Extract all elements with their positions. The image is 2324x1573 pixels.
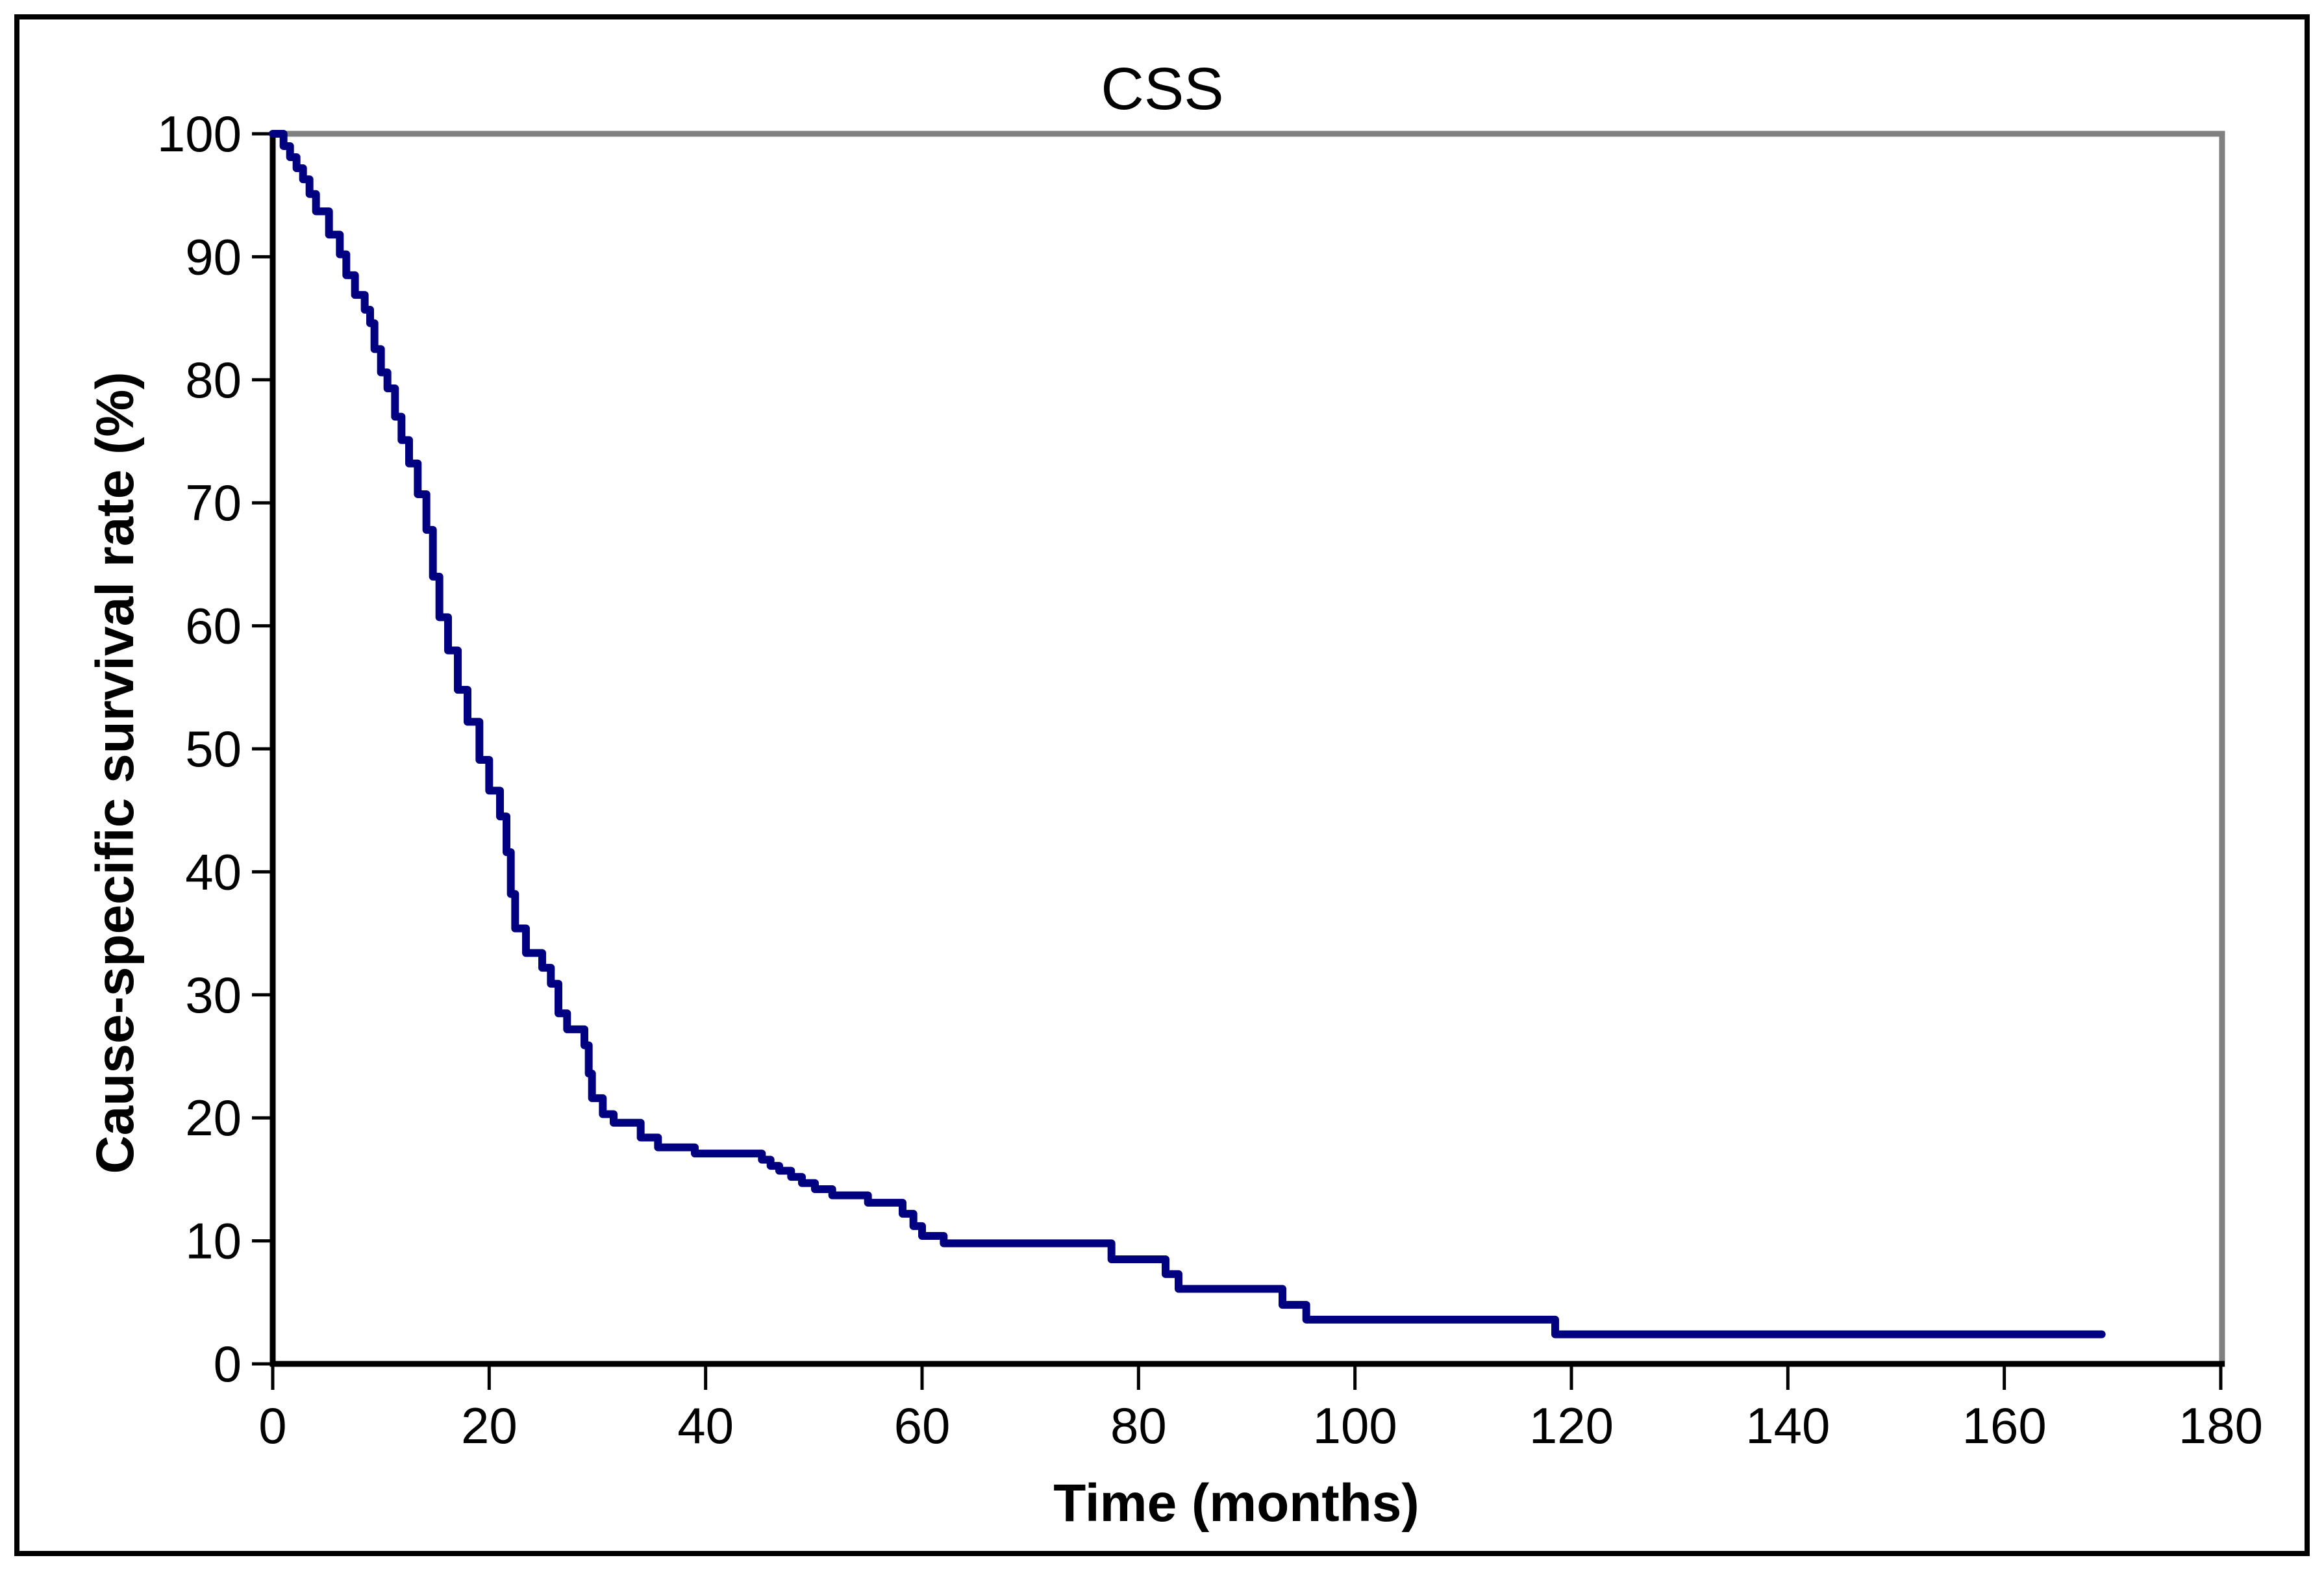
survival-curve xyxy=(269,130,2106,1339)
x-tick-label: 80 xyxy=(1110,1397,1167,1454)
y-tick-label: 10 xyxy=(185,1213,242,1270)
y-tick-label: 80 xyxy=(185,351,242,409)
chart-title: CSS xyxy=(1101,56,1223,122)
x-tick-label: 180 xyxy=(2179,1397,2263,1454)
x-tick-label: 40 xyxy=(677,1397,734,1454)
x-axis-title: Time (months) xyxy=(1053,1474,1419,1533)
y-tick-label: 100 xyxy=(157,105,242,162)
y-tick-label: 50 xyxy=(185,720,242,777)
y-axis-title: Cause-specific survival rate (%) xyxy=(86,371,145,1174)
figure-border xyxy=(14,14,2310,1556)
plot-area-frame xyxy=(269,131,2225,1367)
x-tick-label: 60 xyxy=(894,1397,951,1454)
y-tick-label: 90 xyxy=(185,228,242,285)
x-tick-label: 20 xyxy=(461,1397,518,1454)
x-tick-label: 100 xyxy=(1313,1397,1397,1454)
y-tick-label: 30 xyxy=(185,966,242,1024)
ticks-layer: 0 20 40 60 80 100 120 140 160 1801009080706050403… xyxy=(157,105,2263,1454)
x-tick-label: 160 xyxy=(1962,1397,2047,1454)
x-tick-label: 140 xyxy=(1745,1397,1830,1454)
y-tick-label: 20 xyxy=(185,1089,242,1146)
y-tick-label: 70 xyxy=(185,474,242,531)
y-tick-label: 40 xyxy=(185,843,242,900)
y-tick-label: 0 xyxy=(214,1335,242,1392)
y-tick-label: 60 xyxy=(185,598,242,655)
x-tick-label: 120 xyxy=(1529,1397,1614,1454)
x-tick-label: 0 xyxy=(258,1397,286,1454)
curve-layer xyxy=(269,130,2106,1339)
